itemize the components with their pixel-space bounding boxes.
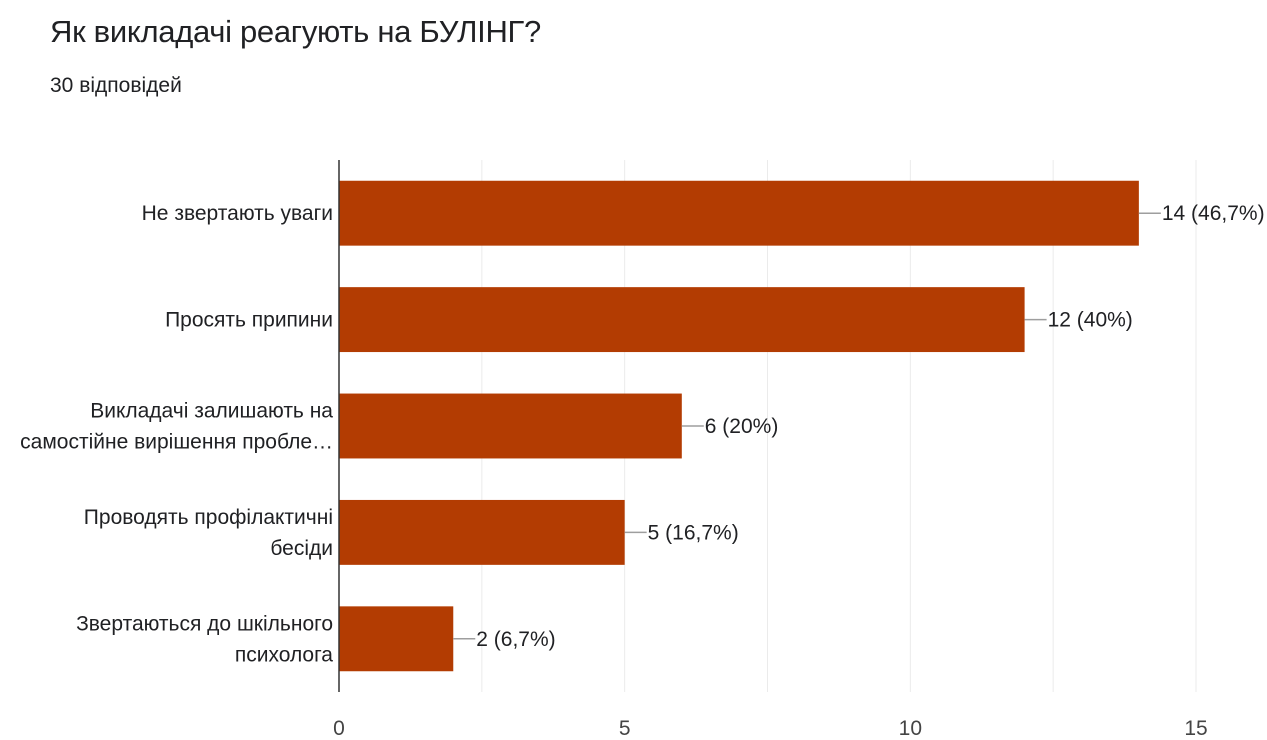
bar[interactable] [339,606,454,672]
chart-title: Як викладачі реагують на БУЛІНГ? [50,14,541,49]
category-label: самостійне вирішення пробле… [20,431,333,454]
category-label: Викладачі залишають на [90,400,333,423]
bar[interactable] [339,393,682,459]
bar[interactable] [339,499,625,565]
category-label: Звертаються до шкільного [76,612,333,635]
category-label: Проводять профілактичні [84,506,333,529]
data-label: 5 (16,7%) [648,521,739,544]
category-label: Не звертають уваги [142,202,333,225]
bar[interactable] [339,180,1139,246]
data-label: 6 (20%) [705,415,779,438]
category-label: психолога [235,643,333,666]
bar[interactable] [339,287,1025,353]
x-tick-label: 5 [619,717,631,740]
category-label: Просять припини [165,309,333,332]
x-tick-label: 0 [333,717,345,740]
x-tick-label: 15 [1184,717,1207,740]
x-tick-label: 10 [899,717,922,740]
data-label: 2 (6,7%) [476,628,555,651]
category-label: бесіди [270,537,333,560]
data-label: 12 (40%) [1048,309,1133,332]
response-count: 30 відповідей [50,74,182,97]
data-label: 14 (46,7%) [1162,202,1265,225]
